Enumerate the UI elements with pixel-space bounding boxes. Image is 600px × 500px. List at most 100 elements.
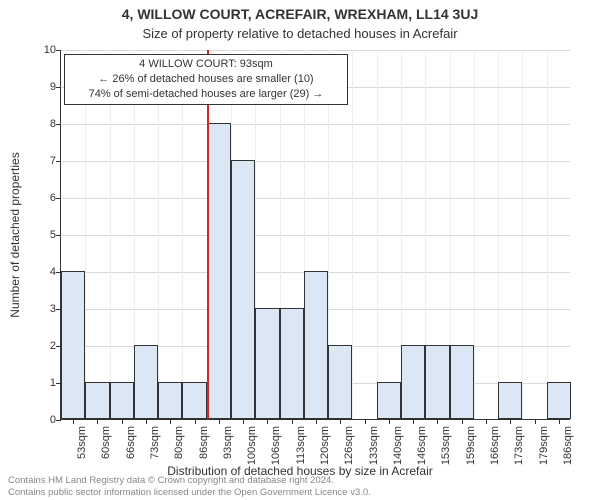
x-tick-mark (389, 419, 390, 424)
x-tick-label: 140sqm (392, 426, 404, 476)
y-tick-label: 3 (26, 303, 56, 315)
x-tick-mark (510, 419, 511, 424)
histogram-bar (377, 382, 401, 419)
x-tick-label: 179sqm (538, 426, 550, 476)
y-tick-mark (56, 124, 61, 125)
x-tick-label: 73sqm (149, 426, 161, 476)
histogram-bar (134, 345, 158, 419)
y-tick-mark (56, 420, 61, 421)
gridline-h (61, 50, 570, 51)
y-tick-label: 9 (26, 81, 56, 93)
y-axis-label: Number of detached properties (8, 152, 22, 317)
chart-plot-area (60, 50, 570, 420)
x-tick-label: 66sqm (125, 426, 137, 476)
footer-attribution: Contains HM Land Registry data © Crown c… (8, 475, 371, 498)
histogram-bar (280, 308, 304, 419)
x-tick-mark (413, 419, 414, 424)
y-tick-label: 5 (26, 229, 56, 241)
x-tick-mark (340, 419, 341, 424)
gridline-v (377, 50, 378, 419)
x-tick-mark (365, 419, 366, 424)
x-tick-label: 186sqm (562, 426, 574, 476)
gridline-h (61, 198, 570, 199)
annotation-line: 74% of semi-detached houses are larger (… (71, 87, 341, 102)
y-tick-mark (56, 50, 61, 51)
x-tick-mark (267, 419, 268, 424)
histogram-bar (328, 345, 352, 419)
annotation-line: ← 26% of detached houses are smaller (10… (71, 72, 341, 87)
histogram-bar (85, 382, 109, 419)
x-tick-mark (195, 419, 196, 424)
gridline-v (474, 50, 475, 419)
y-tick-label: 6 (26, 192, 56, 204)
reference-marker-line (207, 50, 209, 419)
y-tick-label: 2 (26, 340, 56, 352)
footer-line-2: Contains public sector information licen… (8, 487, 371, 498)
annotation-line: 4 WILLOW COURT: 93sqm (71, 57, 341, 72)
x-tick-mark (486, 419, 487, 424)
gridline-h (61, 161, 570, 162)
y-tick-label: 0 (26, 414, 56, 426)
gridline-v (85, 50, 86, 419)
histogram-bar (547, 382, 571, 419)
histogram-bar (110, 382, 134, 419)
y-tick-mark (56, 235, 61, 236)
y-tick-mark (56, 87, 61, 88)
x-tick-label: 166sqm (489, 426, 501, 476)
x-tick-mark (73, 419, 74, 424)
x-tick-mark (243, 419, 244, 424)
footer-line-1: Contains HM Land Registry data © Crown c… (8, 475, 371, 486)
x-tick-label: 106sqm (270, 426, 282, 476)
gridline-v (182, 50, 183, 419)
histogram-bar (498, 382, 522, 419)
y-tick-mark (56, 161, 61, 162)
x-tick-label: 159sqm (465, 426, 477, 476)
x-tick-label: 80sqm (173, 426, 185, 476)
histogram-bar (61, 271, 85, 419)
x-tick-mark (559, 419, 560, 424)
x-tick-label: 153sqm (440, 426, 452, 476)
x-tick-mark (146, 419, 147, 424)
histogram-bar (207, 123, 231, 419)
x-tick-mark (292, 419, 293, 424)
x-tick-label: 60sqm (100, 426, 112, 476)
x-tick-mark (437, 419, 438, 424)
histogram-bar (450, 345, 474, 419)
gridline-v (498, 50, 499, 419)
gridline-v (110, 50, 111, 419)
y-tick-label: 8 (26, 118, 56, 130)
histogram-bar (304, 271, 328, 419)
x-tick-mark (219, 419, 220, 424)
x-tick-mark (122, 419, 123, 424)
x-tick-mark (316, 419, 317, 424)
gridline-v (352, 50, 353, 419)
x-tick-mark (170, 419, 171, 424)
x-tick-label: 173sqm (513, 426, 525, 476)
gridline-v (158, 50, 159, 419)
histogram-bar (231, 160, 255, 419)
histogram-bar (425, 345, 449, 419)
y-tick-label: 1 (26, 377, 56, 389)
y-tick-label: 7 (26, 155, 56, 167)
x-tick-label: 133sqm (368, 426, 380, 476)
x-tick-label: 93sqm (222, 426, 234, 476)
y-tick-label: 10 (26, 44, 56, 56)
gridline-h (61, 124, 570, 125)
x-tick-label: 53sqm (76, 426, 88, 476)
x-tick-mark (97, 419, 98, 424)
histogram-bar (401, 345, 425, 419)
gridline-v (547, 50, 548, 419)
x-tick-label: 146sqm (416, 426, 428, 476)
y-tick-label: 4 (26, 266, 56, 278)
chart-title-sub: Size of property relative to detached ho… (0, 26, 600, 41)
annotation-box: 4 WILLOW COURT: 93sqm← 26% of detached h… (64, 54, 348, 105)
y-tick-mark (56, 198, 61, 199)
x-tick-label: 120sqm (319, 426, 331, 476)
x-tick-label: 126sqm (343, 426, 355, 476)
histogram-bar (158, 382, 182, 419)
x-tick-label: 86sqm (198, 426, 210, 476)
histogram-bar (182, 382, 206, 419)
gridline-h (61, 235, 570, 236)
x-tick-label: 113sqm (295, 426, 307, 476)
x-tick-mark (462, 419, 463, 424)
